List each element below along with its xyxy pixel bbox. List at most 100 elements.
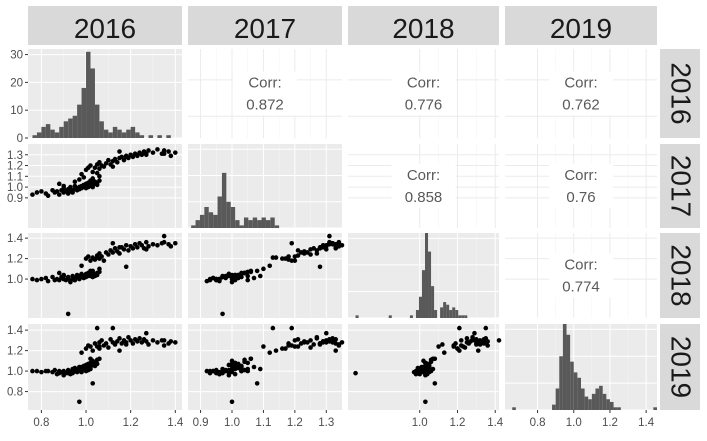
scatter-point <box>273 348 279 353</box>
scatter-point <box>470 335 475 340</box>
scatter-point <box>483 340 489 345</box>
scatter-point <box>146 148 151 153</box>
scatter-point <box>97 344 102 349</box>
scatter-point <box>308 247 313 252</box>
scatter-point <box>103 161 109 166</box>
scatter-point <box>464 336 470 341</box>
scatter-point <box>229 358 235 364</box>
y-tick-label-count: 0 <box>17 133 23 145</box>
scatter-point <box>56 270 62 276</box>
scatter-point <box>283 256 288 261</box>
y-tick-label-count: 30 <box>10 50 23 62</box>
y-tick-label-2017: 1.3 <box>7 150 23 162</box>
strip-top-2017 <box>188 6 342 45</box>
scatter-point <box>483 325 489 331</box>
corr-label-bg <box>391 71 456 116</box>
scatter-point <box>68 184 73 190</box>
scatter-point <box>323 330 329 336</box>
scatter-point <box>472 330 477 336</box>
scatter-point <box>226 369 232 375</box>
histogram-bar <box>609 401 614 410</box>
histogram-bar <box>108 132 113 138</box>
scatter-point <box>441 350 447 355</box>
scatter-point <box>79 350 84 355</box>
scatter-point <box>327 240 332 246</box>
corr-label-bg <box>549 253 613 298</box>
scatter-point <box>166 149 171 154</box>
scatter-point <box>77 177 82 182</box>
scatter-point <box>101 258 107 263</box>
y-tick-label-count: 10 <box>10 105 23 117</box>
histogram-bar <box>217 196 222 228</box>
histogram-bar <box>204 207 209 228</box>
scatter-point <box>81 273 87 279</box>
panel-2017-2018: Corr: 0.858 <box>348 144 499 228</box>
histogram-bar <box>617 407 621 410</box>
scatter-point <box>45 278 51 284</box>
scatter-point <box>419 364 424 370</box>
y-tick-label-2019: 1.0 <box>7 366 23 378</box>
scatter-point <box>121 157 127 163</box>
scatter-point <box>117 245 122 250</box>
x-tick-label-2018: 1.2 <box>449 417 465 429</box>
scatter-point <box>327 233 332 239</box>
scatter-point <box>301 249 307 254</box>
scatter-point <box>34 368 40 374</box>
histogram-bar <box>431 286 435 318</box>
scatter-point <box>468 339 473 344</box>
histogram-bar <box>446 304 450 318</box>
scatter-point <box>323 247 329 252</box>
tick-labels-layer: 0.8 1.0 1.2 1.4 0.9 1.0 1.1 1.2 1.3 1.0 1.2 1.4 0.8 1… <box>7 50 655 429</box>
histogram-bar <box>72 115 78 138</box>
histogram-bar <box>226 201 231 228</box>
strip-top-label-2018: 2018 <box>392 13 454 44</box>
histogram-bar <box>512 407 516 410</box>
scatter-point <box>440 342 445 347</box>
histogram-bar <box>464 315 468 318</box>
histogram-bar <box>81 87 87 138</box>
histogram-bar <box>32 135 37 138</box>
scatter-point <box>110 250 116 255</box>
scatter-point <box>88 268 93 274</box>
histogram-bar <box>59 126 64 138</box>
histogram-bar <box>588 399 592 410</box>
scatter-point <box>292 254 298 259</box>
histogram-bar <box>606 399 610 410</box>
scatter-point <box>101 164 107 169</box>
panel-2019-2018 <box>348 324 502 410</box>
histogram-bar <box>63 121 69 138</box>
scatter-point <box>61 183 67 189</box>
histogram-bar <box>355 315 359 318</box>
scatter-point <box>65 274 71 280</box>
strip-top-label-2019: 2019 <box>550 13 612 44</box>
scatter-point <box>295 248 301 253</box>
histogram-bar <box>90 68 95 138</box>
scatter-point <box>161 239 167 245</box>
histogram-bar <box>77 104 82 138</box>
scatter-point <box>94 361 100 367</box>
scatter-point <box>424 361 430 367</box>
scatter-point <box>81 366 87 372</box>
strip-top-2019 <box>505 6 657 45</box>
scatter-point <box>99 338 104 343</box>
scatter-point <box>462 345 468 350</box>
scatter-point <box>106 157 111 163</box>
scatter-point <box>39 189 44 194</box>
scatter-point <box>130 154 136 160</box>
scatter-point <box>161 343 167 348</box>
histogram-bar <box>130 126 136 138</box>
corr-label-bg <box>233 71 297 116</box>
histogram-bar <box>50 129 55 138</box>
panel-bg <box>28 324 182 410</box>
histogram-bar <box>265 220 271 228</box>
corr-label: Corr: <box>407 167 440 184</box>
panel-2018-2017 <box>188 233 345 318</box>
scatter-point <box>94 182 100 188</box>
scatter-point <box>292 258 298 263</box>
histogram-bar <box>126 129 131 138</box>
y-tick-label-2018: 1.4 <box>7 233 24 245</box>
scatter-point <box>289 258 295 263</box>
histogram-bar <box>577 377 581 410</box>
histogram-bar <box>166 135 171 138</box>
scatter-point <box>97 178 102 183</box>
